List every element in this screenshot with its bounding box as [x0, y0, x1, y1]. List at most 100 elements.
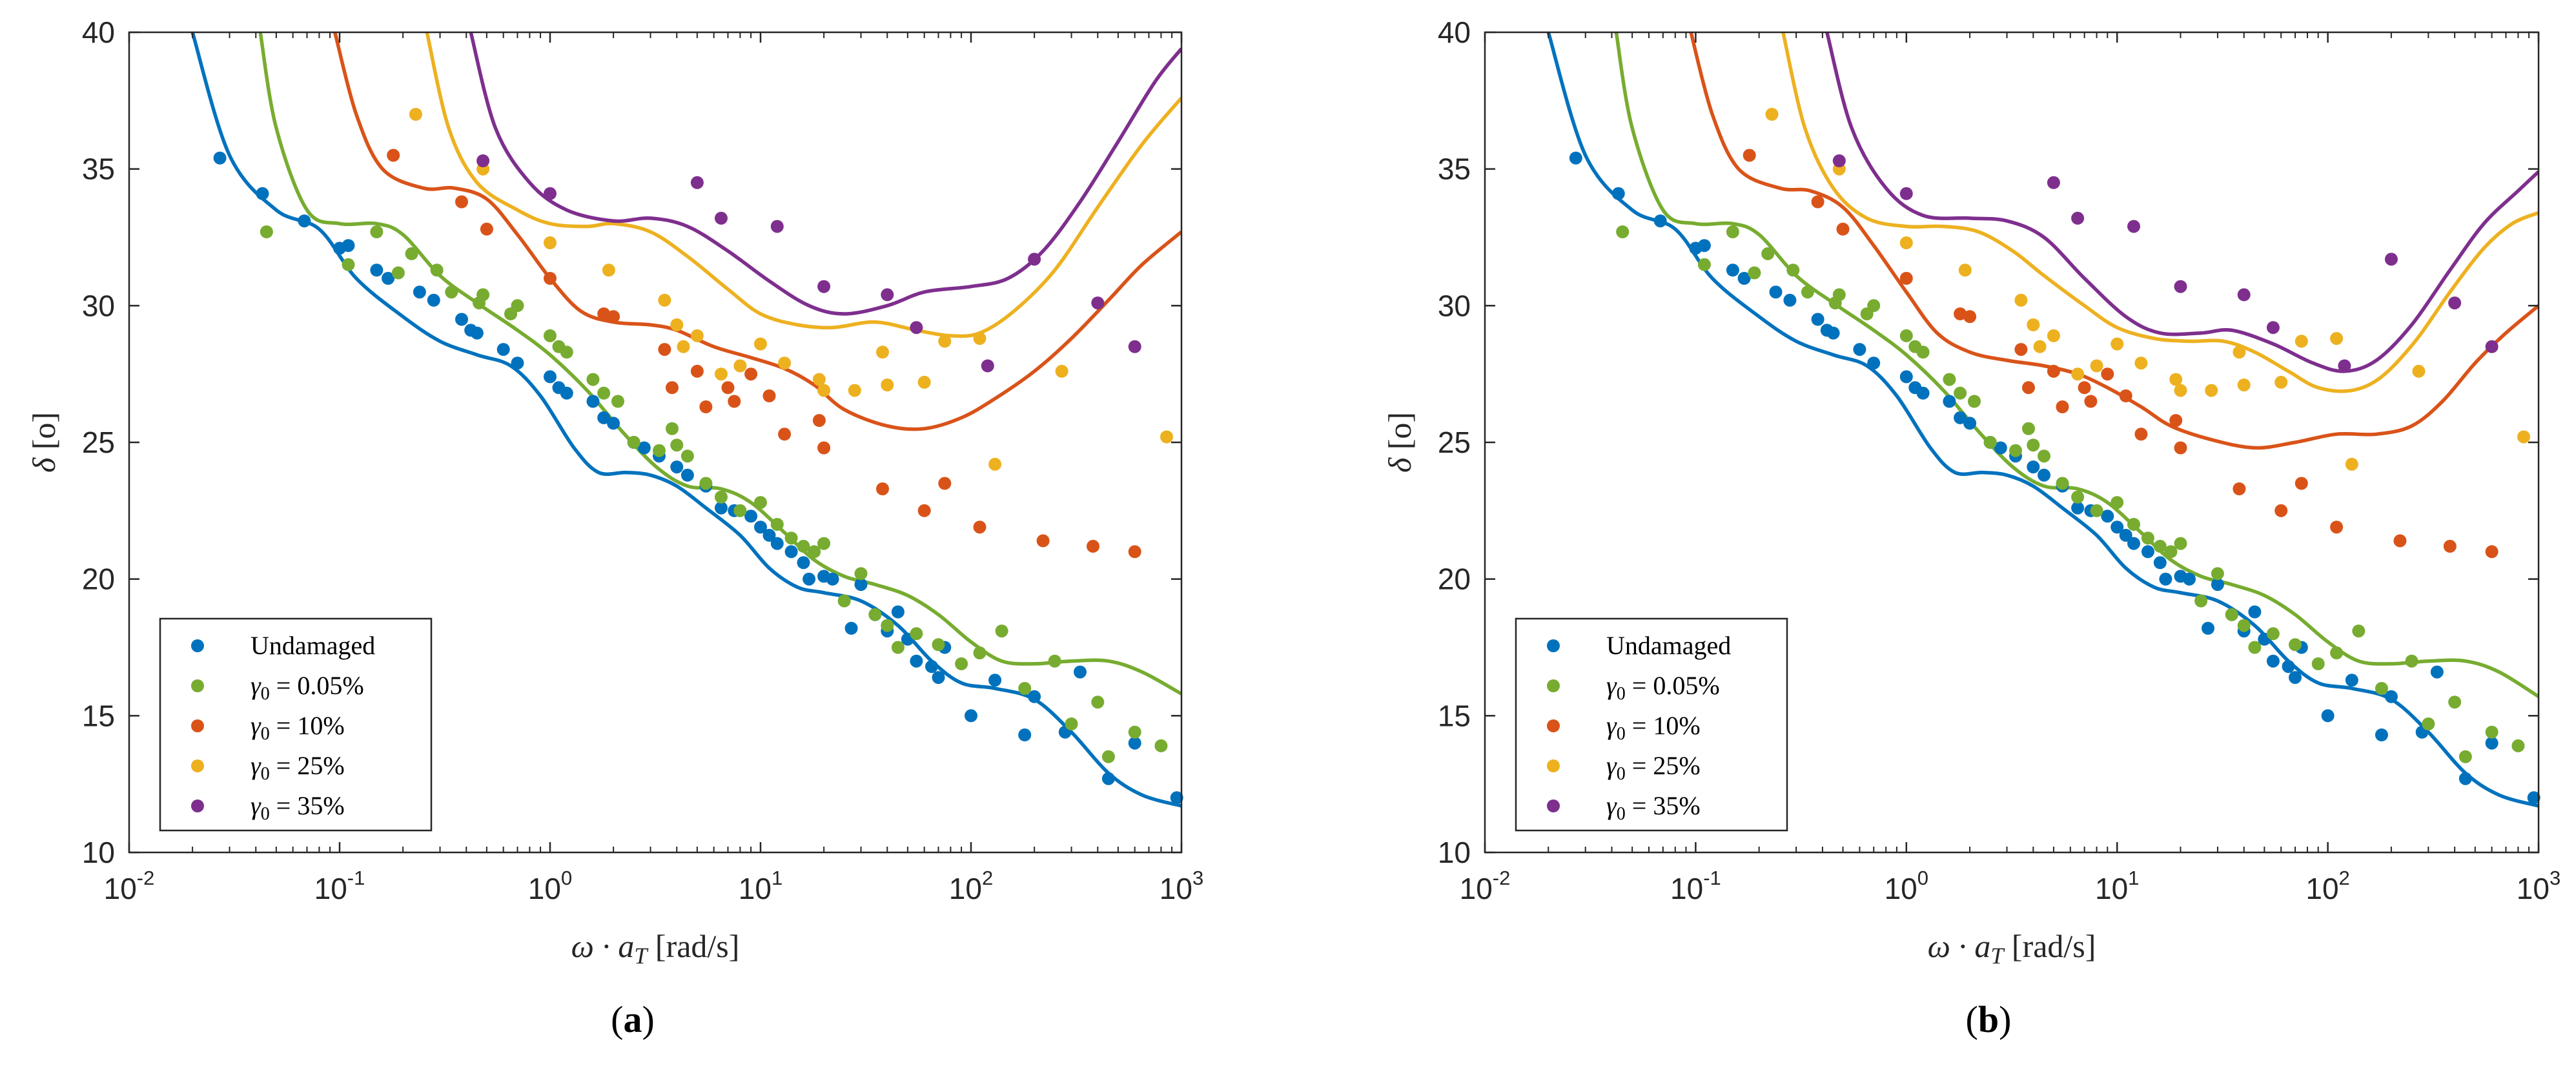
y-tick-label: 30: [82, 289, 115, 322]
data-point: [627, 436, 640, 449]
data-point: [770, 220, 784, 233]
legend-label: γ0 = 0.05%: [1606, 671, 1720, 704]
data-point: [680, 449, 694, 463]
data-point: [715, 501, 728, 515]
chart-panel-b: 10-2 10-1 100 101 102 103 10 15 20 25 30 35 40 ω · aT…: [1382, 15, 2561, 1040]
data-point: [955, 657, 968, 670]
data-point: [1018, 682, 1032, 695]
data-point: [391, 266, 405, 280]
data-point: [370, 225, 383, 238]
data-point: [2027, 460, 2040, 474]
data-point: [2527, 791, 2540, 805]
data-point: [1786, 263, 1800, 277]
axes: 10-2 10-1 100 101 102 103 10 15 20 25 30 35 40: [82, 15, 1203, 905]
legend-label: γ0 = 35%: [1606, 791, 1701, 824]
series-g25: [1765, 108, 2530, 471]
data-point: [1832, 154, 1846, 167]
data-point: [370, 263, 383, 277]
data-point: [597, 411, 611, 424]
data-point: [496, 343, 510, 356]
data-point: [932, 638, 945, 652]
y-tick-label: 30: [1438, 289, 1471, 322]
data-point: [1943, 373, 1956, 386]
data-point: [2295, 477, 2308, 490]
fit-curve-undamaged: [1546, 32, 2539, 808]
data-point: [2141, 545, 2154, 559]
data-point: [2038, 449, 2050, 463]
data-point: [2352, 624, 2366, 638]
data-point: [2248, 605, 2262, 619]
data-point: [1832, 288, 1846, 302]
data-point: [876, 345, 889, 359]
fit-curve-g10: [1689, 32, 2539, 450]
data-point: [733, 359, 747, 373]
data-point: [455, 313, 468, 326]
data-point: [1811, 313, 1825, 326]
data-point: [1916, 386, 1930, 400]
data-point: [881, 378, 894, 392]
legend-label: γ0 = 10%: [250, 711, 345, 744]
data-point: [1867, 356, 1881, 370]
data-point: [2027, 438, 2040, 452]
y-tick-label: 25: [82, 426, 115, 459]
data-point: [817, 441, 831, 455]
data-point: [690, 364, 704, 378]
legend-marker: [191, 639, 204, 652]
data-point: [298, 214, 311, 228]
data-point: [602, 263, 615, 277]
data-point: [670, 318, 684, 331]
data-point: [1748, 266, 1761, 280]
data-point: [2405, 654, 2418, 668]
data-point: [597, 386, 611, 400]
data-point: [2211, 578, 2224, 592]
legend: Undamaged γ0 = 0.05% γ0 = 10% γ0 = 25% γ0 = …: [1515, 617, 1788, 832]
data-point: [1101, 772, 1115, 785]
data-point: [938, 477, 952, 490]
data-point: [2485, 340, 2499, 353]
data-point: [2345, 674, 2358, 687]
data-point: [2266, 627, 2280, 641]
data-point: [544, 187, 557, 200]
data-point: [2119, 528, 2132, 542]
data-point: [1055, 364, 1068, 378]
data-point: [1697, 258, 1711, 271]
data-point: [2338, 359, 2351, 373]
data-point: [1811, 195, 1825, 209]
panel-label: (a): [611, 998, 655, 1040]
y-tick-label: 10: [1438, 836, 1471, 869]
data-point: [1954, 386, 1967, 400]
data-point: [2111, 496, 2124, 510]
data-point: [1958, 263, 1972, 277]
data-point: [476, 288, 490, 302]
data-point: [995, 624, 1008, 638]
data-point: [2282, 660, 2295, 674]
data-point: [2266, 321, 2280, 335]
panel-label: (b): [1966, 998, 2012, 1040]
x-tick-label: 101: [2095, 867, 2139, 905]
data-point: [607, 310, 620, 324]
data-point: [1569, 151, 1582, 165]
data-point: [1028, 253, 1041, 266]
data-point: [1048, 654, 1061, 668]
data-point: [1087, 539, 1099, 553]
data-point: [2071, 501, 2085, 515]
data-point: [2266, 654, 2280, 668]
series-g005: [1616, 225, 2525, 763]
data-point: [1170, 791, 1183, 805]
data-point: [2047, 176, 2060, 189]
data-point: [817, 537, 831, 550]
data-point: [1653, 214, 1667, 228]
data-point: [470, 326, 484, 340]
legend-box: [159, 617, 433, 832]
legend-marker: [191, 719, 204, 732]
data-point: [1128, 736, 1141, 750]
legend-label: γ0 = 25%: [250, 751, 345, 784]
data-point: [560, 386, 573, 400]
series-g25: [409, 108, 1173, 471]
data-point: [2375, 728, 2388, 741]
data-point: [405, 247, 418, 260]
series-g35: [476, 154, 1141, 373]
data-point: [2071, 211, 2085, 225]
data-point: [2101, 510, 2114, 523]
data-point: [2237, 619, 2251, 632]
